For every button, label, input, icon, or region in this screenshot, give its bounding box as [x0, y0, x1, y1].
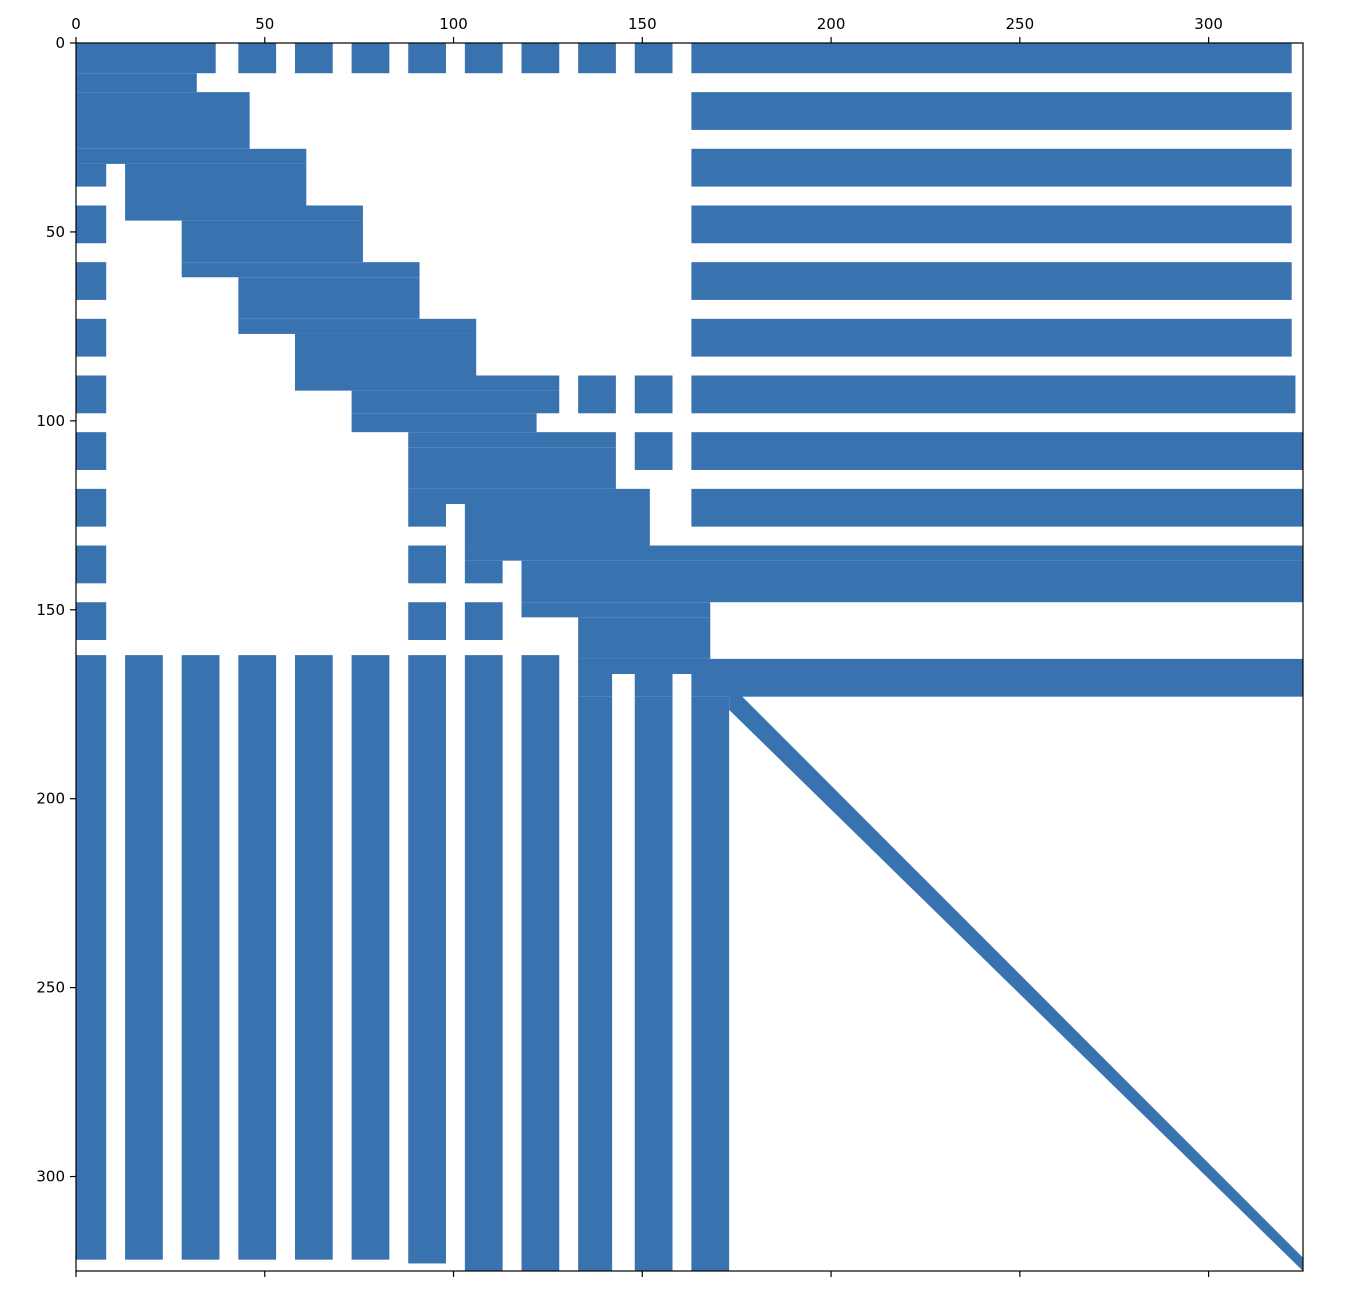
- nonzero-row-bar: [691, 318, 1292, 357]
- nonzero-row-bar: [691, 148, 1292, 187]
- nonzero-block: [76, 73, 197, 93]
- nonzero-column-bar: [125, 655, 163, 1260]
- nonzero-block: [408, 447, 616, 489]
- nonzero-column-bar: [408, 655, 446, 1264]
- nonzero-row-bar: [464, 602, 503, 640]
- nonzero-column-bar: [181, 655, 220, 1260]
- y-tick-label: 100: [36, 412, 65, 430]
- nonzero-block: [464, 655, 503, 1271]
- nonzero-block: [464, 503, 650, 546]
- nonzero-row-bar: [691, 432, 1303, 470]
- nonzero-block: [578, 674, 613, 697]
- nonzero-block: [351, 390, 560, 414]
- y-tick-label: 250: [36, 979, 65, 997]
- nonzero-row-bar: [634, 432, 673, 470]
- nonzero-block: [181, 262, 420, 278]
- nonzero-row-bar: [578, 43, 616, 74]
- y-tick-label: 50: [46, 223, 65, 241]
- nonzero-row-bar: [76, 545, 107, 584]
- nonzero-row-bar: [76, 602, 107, 640]
- y-tick-label: 150: [36, 601, 65, 619]
- nonzero-column-bar: [294, 655, 333, 1260]
- nonzero-row-bar: [408, 602, 446, 640]
- nonzero-row-bar: [578, 375, 616, 414]
- axes-frame: [75, 42, 1304, 1272]
- y-tick-label: 200: [36, 790, 65, 808]
- y-tick-label: 0: [55, 34, 65, 52]
- x-tick-label: 150: [628, 15, 657, 33]
- nonzero-block: [76, 148, 307, 164]
- nonzero-block: [464, 545, 1303, 561]
- nonzero-row-bar: [238, 43, 277, 74]
- nonzero-row-bar: [521, 43, 560, 74]
- nonzero-row-bar: [76, 205, 107, 244]
- nonzero-block: [238, 318, 477, 334]
- nonzero-block: [294, 333, 477, 376]
- nonzero-row-bar: [691, 205, 1292, 244]
- nonzero-block: [238, 277, 420, 319]
- nonzero-block: [578, 696, 613, 1271]
- nonzero-row-bar: [76, 318, 107, 357]
- nonzero-row-bar: [408, 43, 446, 74]
- nonzero-block: [408, 488, 650, 504]
- nonzero-row-bar: [634, 43, 673, 74]
- nonzero-block: [76, 92, 250, 149]
- sparsity-marks: [76, 43, 1303, 1271]
- nonzero-column-bar: [351, 655, 390, 1260]
- nonzero-block: [464, 560, 503, 584]
- nonzero-row-bar: [408, 545, 446, 584]
- nonzero-block: [408, 432, 616, 448]
- nonzero-row-bar: [691, 375, 1296, 414]
- nonzero-block: [521, 655, 560, 1271]
- nonzero-row-bar: [691, 43, 1292, 74]
- nonzero-block: [634, 674, 673, 697]
- nonzero-block: [125, 205, 363, 221]
- nonzero-block: [125, 163, 307, 206]
- nonzero-row-bar: [76, 262, 107, 300]
- nonzero-row-bar: [76, 375, 107, 414]
- nonzero-block: [351, 413, 537, 433]
- nonzero-block: [76, 43, 216, 74]
- nonzero-block: [634, 696, 673, 1271]
- nonzero-row-bar: [691, 488, 1303, 527]
- nonzero-row-bar: [634, 375, 673, 414]
- nonzero-column-bar: [76, 655, 107, 1260]
- nonzero-block: [76, 163, 107, 187]
- x-tick-label: 100: [439, 15, 468, 33]
- x-tick-label: 50: [255, 15, 274, 33]
- nonzero-block: [181, 220, 363, 263]
- nonzero-row-bar: [76, 488, 107, 527]
- nonzero-block: [294, 375, 560, 391]
- nonzero-row-bar: [464, 43, 503, 74]
- x-tick-label: 300: [1194, 15, 1223, 33]
- nonzero-row-bar: [691, 262, 1292, 300]
- nonzero-block: [521, 602, 711, 618]
- nonzero-block: [521, 560, 1303, 603]
- nonzero-block: [691, 674, 1303, 697]
- nonzero-block: [691, 696, 730, 1271]
- axis-ticks: 0 50 100 150 200 250 300 0 50 100 150 200 250 300: [36, 15, 1223, 1277]
- x-tick-label: 200: [817, 15, 846, 33]
- nonzero-block: [578, 658, 1303, 675]
- y-tick-label: 300: [36, 1168, 65, 1186]
- x-tick-label: 0: [71, 15, 81, 33]
- nonzero-row-bar: [691, 92, 1292, 130]
- nonzero-diagonal: [729, 683, 1303, 1271]
- nonzero-row-bar: [76, 432, 107, 470]
- nonzero-row-bar: [294, 43, 333, 74]
- nonzero-column-bar: [238, 655, 277, 1260]
- nonzero-block: [408, 503, 446, 527]
- x-tick-label: 250: [1006, 15, 1035, 33]
- nonzero-row-bar: [351, 43, 390, 74]
- nonzero-block: [578, 617, 711, 659]
